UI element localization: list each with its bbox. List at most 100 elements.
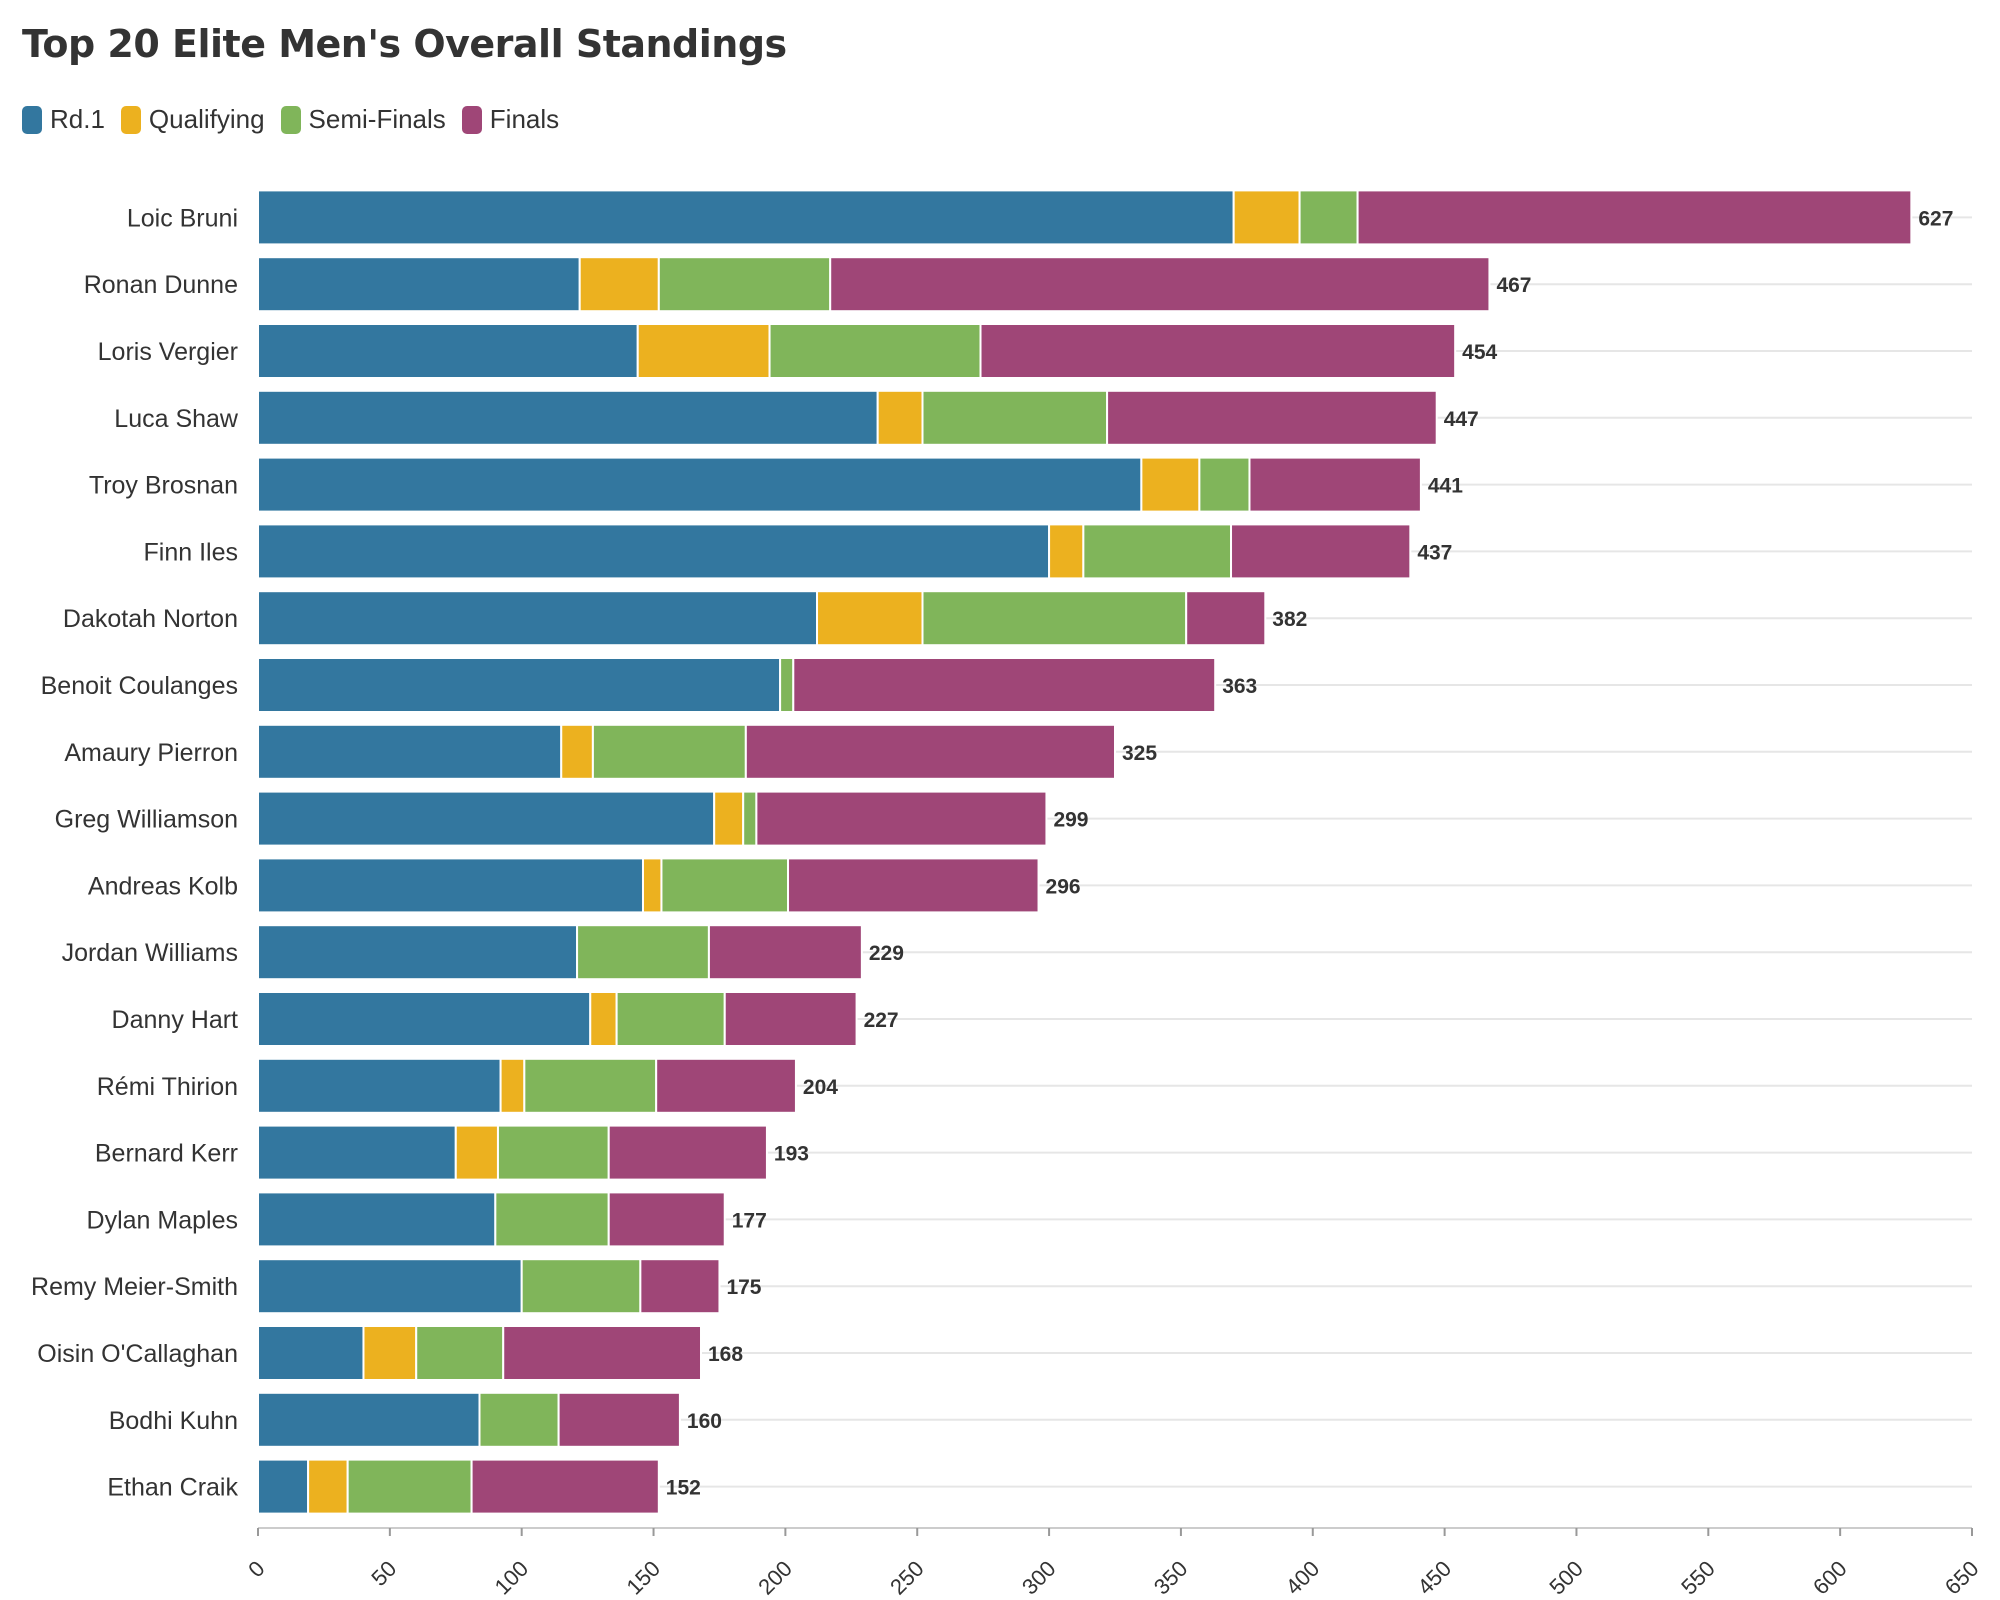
legend-label-semi-finals: Semi-Finals — [308, 104, 446, 134]
bar-segment-qualifying — [589, 991, 618, 1047]
bar-segment-semi-finals — [615, 991, 726, 1047]
category-label: Bernard Kerr — [95, 1140, 238, 1168]
bar-segment-rd-1 — [257, 1458, 310, 1515]
bar-segment-qualifying — [876, 389, 924, 446]
bar-segment-semi-finals — [478, 1391, 560, 1448]
x-tick-label: 450 — [1413, 1556, 1457, 1600]
category-label: Bodhi Kuhn — [109, 1407, 238, 1435]
bar-segment-rd-1 — [257, 389, 879, 446]
category-label: Ethan Craik — [107, 1474, 238, 1502]
bar-segment-semi-finals — [1082, 523, 1233, 580]
category-label: Benoit Coulanges — [41, 672, 238, 700]
bar-segment-semi-finals — [742, 790, 758, 847]
category-label: Rémi Thirion — [97, 1073, 238, 1101]
legend-label-qualifying: Qualifying — [148, 104, 265, 134]
x-tick-label: 650 — [1940, 1556, 1984, 1600]
total-label: 152 — [666, 1477, 701, 1500]
total-label: 467 — [1496, 274, 1531, 297]
total-label: 454 — [1462, 341, 1497, 364]
category-label: Loic Bruni — [127, 204, 238, 232]
bar-segment-finals — [1185, 590, 1267, 647]
bar-segment-finals — [1356, 189, 1913, 246]
bar-segment-semi-finals — [346, 1458, 473, 1515]
bar-segment-qualifying — [454, 1124, 499, 1181]
category-label: Dakotah Norton — [63, 605, 238, 633]
total-label: 441 — [1428, 475, 1463, 498]
bar-segment-rd-1 — [257, 857, 644, 914]
category-label: Danny Hart — [112, 1006, 238, 1034]
total-label: 382 — [1272, 608, 1307, 631]
category-label: Oisin O'Callaghan — [37, 1340, 238, 1368]
category-label: Ronan Dunne — [84, 271, 238, 299]
bar-segment-semi-finals — [415, 1325, 505, 1381]
bar-segment-finals — [557, 1391, 681, 1448]
bar-segment-rd-1 — [257, 590, 819, 647]
bar-segment-finals — [979, 323, 1457, 379]
total-label: 160 — [687, 1410, 722, 1433]
total-label: 177 — [732, 1209, 767, 1232]
category-label: Jordan Williams — [62, 939, 238, 967]
category-label: Andreas Kolb — [88, 872, 238, 900]
total-label: 227 — [864, 1009, 899, 1032]
bar-segment-finals — [639, 1258, 721, 1315]
total-label: 363 — [1222, 675, 1257, 698]
legend-swatch-rd1 — [22, 105, 42, 134]
category-label: Finn Iles — [144, 538, 238, 566]
bar-segment-finals — [755, 790, 1048, 847]
bar-segment-finals — [829, 256, 1491, 313]
bar-segment-finals — [502, 1325, 703, 1381]
legend-swatch-finals — [461, 105, 482, 134]
bar-segment-qualifying — [1140, 456, 1201, 513]
total-label: 168 — [708, 1343, 743, 1366]
bar-segment-rd-1 — [257, 1124, 457, 1181]
bar-segment-rd-1 — [257, 456, 1143, 513]
total-label: 299 — [1053, 809, 1088, 832]
bar-segment-finals — [655, 1057, 797, 1114]
bar-segment-semi-finals — [576, 924, 710, 981]
bar-segment-finals — [787, 857, 1040, 914]
x-tick-label: 0 — [243, 1556, 269, 1582]
bar-segment-semi-finals — [921, 590, 1188, 647]
legend-item-semi-finals: Semi-Finals — [280, 104, 446, 135]
bar-segment-semi-finals — [1198, 456, 1251, 513]
bar-segment-rd-1 — [257, 924, 579, 981]
x-tick-label: 150 — [621, 1556, 665, 1600]
bar-segment-rd-1 — [257, 991, 592, 1047]
bar-segment-finals — [1106, 389, 1438, 446]
bar-segment-rd-1 — [257, 723, 563, 780]
legend-label-finals: Finals — [489, 104, 560, 134]
bar-segment-rd-1 — [257, 256, 581, 313]
bar-segment-rd-1 — [257, 1258, 523, 1315]
bar-segment-qualifying — [1048, 523, 1085, 580]
legend-item-rd1: Rd.1 — [22, 104, 105, 135]
legend-swatch-semi-finals — [280, 105, 301, 134]
bar-segment-qualifying — [307, 1458, 349, 1515]
x-tick-label: 300 — [1017, 1556, 1061, 1600]
chart-title: Top 20 Elite Men's Overall Standings — [22, 22, 787, 66]
bar-segment-qualifying — [578, 256, 660, 313]
category-label: Amaury Pierron — [64, 739, 238, 767]
bar-segment-semi-finals — [1298, 189, 1359, 246]
bar-segment-finals — [744, 723, 1116, 780]
x-tick-label: 50 — [366, 1556, 401, 1591]
x-tick-label: 400 — [1281, 1556, 1325, 1600]
category-label: Greg Williamson — [55, 806, 238, 834]
bar-segment-qualifying — [362, 1325, 418, 1381]
total-label: 296 — [1046, 875, 1081, 898]
bar-segment-semi-finals — [494, 1191, 610, 1248]
bar-segment-rd-1 — [257, 1325, 365, 1381]
bar-segment-semi-finals — [520, 1258, 642, 1315]
bar-segment-finals — [607, 1191, 726, 1248]
bar-segment-qualifying — [1232, 189, 1301, 246]
bar-segment-finals — [1248, 456, 1422, 513]
x-tick-label: 600 — [1808, 1556, 1852, 1600]
bar-segment-qualifying — [560, 723, 594, 780]
bar-segment-rd-1 — [257, 657, 782, 713]
category-label: Luca Shaw — [114, 405, 239, 433]
legend: Rd.1 Qualifying Semi-Finals Finals — [22, 104, 575, 135]
legend-swatch-qualifying — [120, 105, 141, 134]
bar-segment-rd-1 — [257, 189, 1235, 246]
bar-segment-finals — [1230, 523, 1412, 580]
bar-segment-finals — [607, 1124, 768, 1181]
